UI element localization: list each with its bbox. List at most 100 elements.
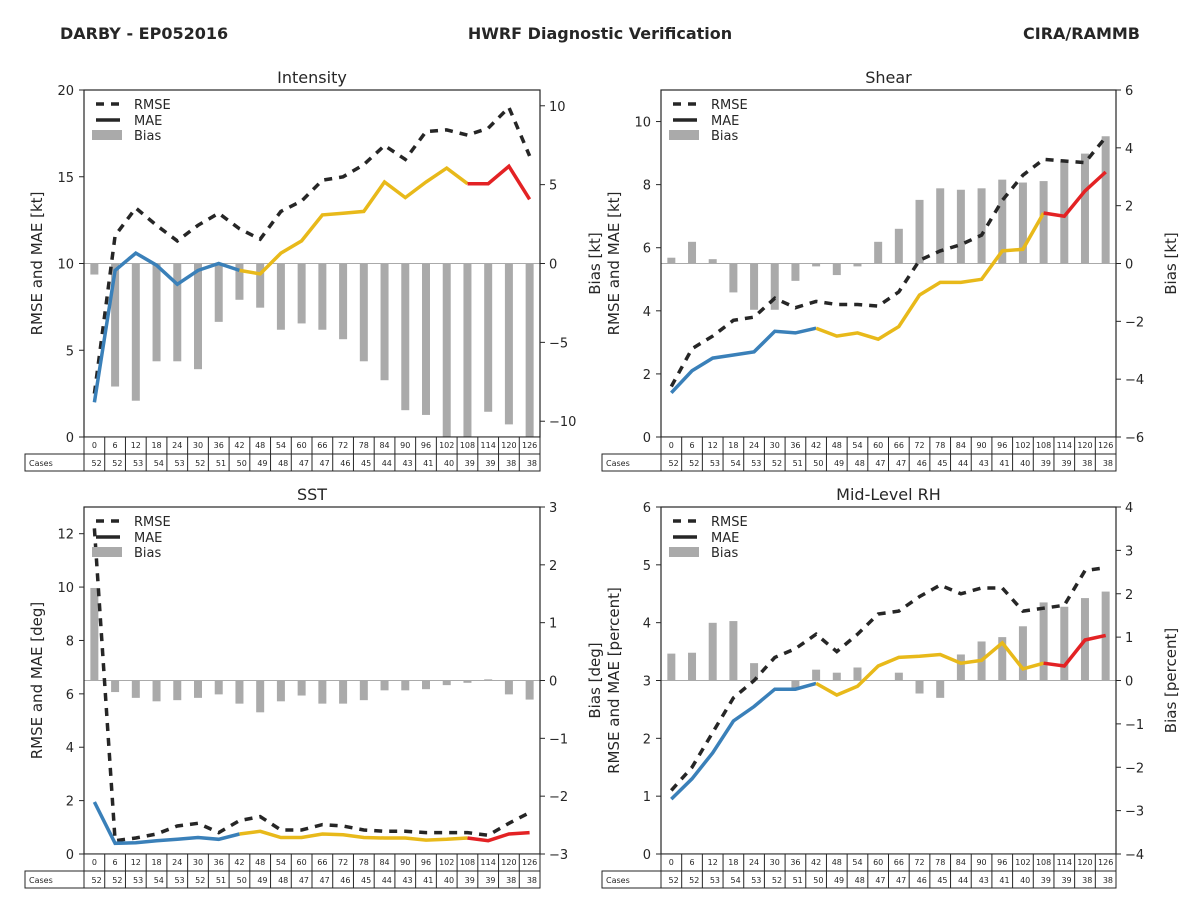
y2-axis-title: Bias [deg]	[586, 642, 604, 718]
lead-time-cell: 126	[1098, 441, 1113, 450]
mae-line-early	[670, 681, 817, 801]
cases-cell: 49	[834, 876, 844, 885]
bias-bar	[853, 667, 862, 681]
cases-cell: 48	[855, 459, 865, 468]
y2-tick-label: −3	[1125, 805, 1144, 820]
cases-cell: 43	[402, 459, 412, 468]
legend-bias-swatch	[92, 130, 122, 140]
bias-bar	[915, 199, 924, 264]
cases-cell: 47	[299, 459, 309, 468]
lead-time-cell: 72	[338, 441, 348, 450]
cases-cell: 40	[444, 459, 454, 468]
y-tick-label: 10	[57, 581, 74, 596]
mae-line-mid	[239, 829, 468, 842]
lead-time-cell: 54	[276, 858, 286, 867]
y2-tick-label: 0	[1125, 258, 1133, 273]
lead-time-cell: 120	[501, 858, 516, 867]
lead-time-cell: 30	[770, 858, 780, 867]
y2-tick-label: 0	[549, 258, 557, 273]
lead-time-cell: 102	[439, 441, 454, 450]
bias-bar	[484, 679, 493, 681]
bias-bar	[504, 263, 513, 425]
cases-cell: 47	[320, 876, 330, 885]
y-tick-label: 4	[643, 617, 651, 632]
lead-time-cell: 66	[317, 858, 327, 867]
legend-bias-label: Bias	[711, 546, 738, 561]
bias-bar	[791, 680, 800, 690]
cases-cell: 39	[465, 459, 475, 468]
cases-cell: 41	[999, 876, 1009, 885]
lead-time-cell: 108	[1036, 441, 1051, 450]
lead-time-cell: 36	[790, 441, 800, 450]
bias-bar	[235, 680, 244, 704]
bias-bar	[812, 263, 821, 267]
bias-bar	[256, 263, 265, 308]
legend-bias-label: Bias	[711, 129, 738, 144]
cases-cell: 39	[465, 876, 475, 885]
cases-cell: 52	[92, 876, 102, 885]
cases-cell: 39	[485, 876, 495, 885]
lead-time-cell: 36	[214, 441, 224, 450]
bias-bar	[750, 663, 759, 681]
bias-bar	[977, 188, 986, 264]
y-tick-label: 5	[66, 344, 74, 359]
mae-line-late	[1043, 633, 1107, 668]
bias-bar	[111, 263, 120, 387]
cases-cell: 53	[751, 876, 761, 885]
lead-time-cell: 84	[379, 441, 389, 450]
y2-tick-label: 0	[549, 675, 557, 690]
y-tick-label: 1	[643, 790, 651, 805]
cases-cell: 38	[1082, 459, 1092, 468]
bias-bar	[688, 652, 697, 681]
y-tick-label: 4	[643, 305, 651, 320]
y2-tick-label: 2	[1125, 588, 1133, 603]
y-tick-label: 5	[643, 559, 651, 574]
lead-time-cell: 36	[214, 858, 224, 867]
bias-bar	[1060, 162, 1069, 264]
rmse-line	[92, 528, 531, 843]
y-tick-label: 0	[643, 848, 651, 863]
lead-time-cell: 96	[997, 858, 1007, 867]
bias-bar	[936, 188, 945, 264]
y-tick-label: 0	[66, 431, 74, 446]
lead-time-cell: 78	[935, 858, 945, 867]
cases-cell: 46	[917, 459, 927, 468]
lead-time-cell: 54	[852, 441, 862, 450]
cases-cell: 44	[382, 459, 392, 468]
y-tick-label: 2	[643, 732, 651, 747]
bias-bar	[667, 257, 676, 264]
lead-time-cell: 66	[894, 441, 904, 450]
cases-cell: 47	[320, 459, 330, 468]
y2-axis-title: Bias [kt]	[586, 232, 604, 295]
bias-bar	[442, 263, 451, 437]
legend-rmse-label: RMSE	[711, 515, 748, 530]
cases-cell: 38	[527, 459, 537, 468]
cases-cell: 44	[958, 459, 968, 468]
y-tick-label: 6	[643, 501, 651, 516]
cases-cell: 54	[154, 459, 164, 468]
bias-bar	[956, 654, 965, 681]
lead-time-cell: 90	[976, 858, 986, 867]
y-tick-label: 8	[643, 179, 651, 194]
bias-bar	[729, 263, 738, 293]
lead-time-cell: 48	[255, 441, 265, 450]
legend-bias-swatch	[92, 547, 122, 557]
bias-bar	[1039, 602, 1048, 681]
bias-bar	[463, 263, 472, 437]
cases-row	[24, 870, 541, 889]
mae-line-mid	[815, 212, 1046, 342]
chart-title: Mid-Level RH	[836, 485, 941, 504]
cases-cell: 38	[506, 876, 516, 885]
cases-cell: 54	[731, 459, 741, 468]
storm-title: DARBY - EP052016	[60, 24, 229, 43]
bias-bar	[504, 680, 513, 695]
bias-bar	[791, 263, 800, 281]
organization-label: CIRA/RAMMB	[1023, 24, 1140, 43]
mae-line-early	[670, 326, 817, 394]
cases-cell: 39	[1061, 876, 1071, 885]
bias-bar	[194, 263, 202, 370]
lead-time-cell: 126	[1098, 858, 1113, 867]
lead-time-cell: 90	[400, 441, 410, 450]
cases-cell: 52	[668, 876, 678, 885]
